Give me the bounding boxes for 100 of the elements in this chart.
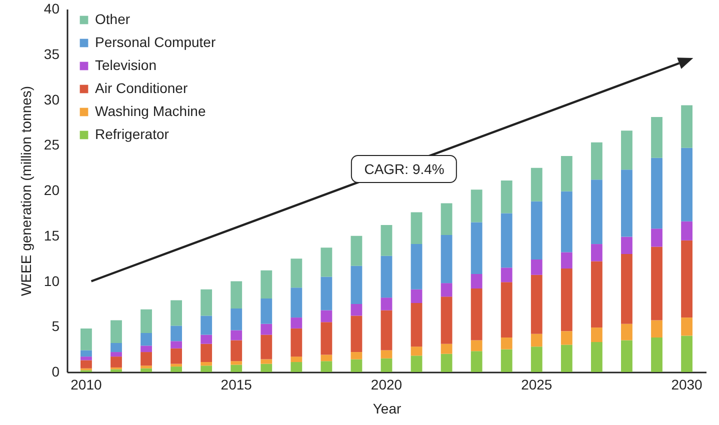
bar	[230, 340, 242, 362]
bar	[80, 356, 92, 360]
bar	[560, 268, 572, 332]
bar	[380, 358, 392, 372]
bar	[530, 201, 542, 260]
bar	[380, 310, 392, 350]
bar	[350, 236, 362, 266]
bar	[320, 248, 332, 277]
bar	[110, 356, 122, 368]
y-tick-label: 20	[44, 182, 60, 198]
bar	[470, 274, 482, 289]
bar	[440, 203, 452, 235]
bar	[681, 336, 692, 372]
y-tick-label: 0	[52, 364, 60, 380]
bar	[530, 168, 542, 202]
bar	[681, 240, 692, 318]
bar	[590, 142, 602, 180]
bar	[350, 316, 362, 352]
bar	[320, 361, 332, 372]
bar	[410, 212, 422, 244]
bar	[260, 270, 272, 298]
x-tick-label: 2015	[220, 376, 252, 392]
bar	[410, 289, 422, 304]
y-tick-label: 25	[44, 136, 60, 153]
bar	[500, 268, 512, 282]
bar	[260, 298, 272, 324]
bar	[110, 320, 122, 343]
bar	[320, 310, 332, 322]
bar	[170, 341, 182, 348]
x-tick-label: 2030	[671, 376, 703, 392]
bar	[200, 366, 212, 372]
bar	[80, 328, 92, 350]
bar	[200, 334, 212, 344]
bar	[230, 364, 242, 372]
x-axis-title: Year	[372, 400, 402, 416]
bar	[290, 318, 302, 328]
legend-label: Television	[95, 57, 156, 73]
bar	[170, 366, 182, 372]
bar	[530, 274, 542, 334]
bar	[260, 334, 272, 360]
bar	[560, 191, 572, 252]
bar	[651, 228, 662, 247]
bar	[260, 364, 272, 372]
bar	[651, 116, 662, 158]
bar	[651, 246, 662, 320]
bar	[560, 344, 572, 372]
bar	[170, 348, 182, 364]
bar	[380, 256, 392, 298]
bar	[621, 254, 632, 324]
bar	[440, 283, 452, 297]
bar	[470, 340, 482, 352]
y-tick-label: 30	[44, 91, 60, 108]
bar	[621, 170, 632, 237]
bar	[320, 322, 332, 355]
bar	[110, 352, 122, 357]
bar	[350, 304, 362, 316]
bar	[170, 300, 182, 326]
bar	[140, 309, 152, 333]
bar	[290, 258, 302, 288]
bar	[440, 296, 452, 344]
bar	[560, 331, 572, 345]
bar	[651, 320, 662, 338]
bar	[681, 221, 692, 240]
bar	[80, 360, 92, 368]
bar	[320, 276, 332, 310]
bar	[500, 213, 512, 268]
bar	[621, 130, 632, 170]
bar	[500, 180, 512, 214]
x-tick-label: 2020	[370, 376, 402, 392]
y-tick-label: 35	[44, 46, 60, 62]
bar	[651, 338, 662, 372]
bar	[651, 158, 662, 229]
bar	[230, 330, 242, 340]
bar	[140, 352, 152, 366]
bar	[110, 369, 122, 372]
bar	[470, 190, 482, 222]
bar	[590, 328, 602, 342]
bar	[681, 105, 692, 148]
bar	[681, 148, 692, 222]
bar	[500, 282, 512, 338]
bar	[410, 303, 422, 347]
bar	[470, 222, 482, 274]
bar	[290, 328, 302, 357]
bar	[200, 362, 212, 366]
bar	[440, 344, 452, 354]
annotation: CAGR: 9.4%	[351, 155, 458, 184]
legend-label: Refrigerator	[95, 126, 170, 142]
bar	[260, 359, 272, 364]
bar	[260, 324, 272, 335]
bar	[621, 340, 632, 372]
bar	[290, 356, 302, 362]
legend-label: Other	[95, 11, 130, 27]
bar	[350, 266, 362, 304]
bar	[590, 261, 602, 328]
bar	[80, 350, 92, 357]
bar	[140, 368, 152, 372]
y-tick-label: 10	[44, 272, 60, 289]
bar	[410, 244, 422, 290]
bar	[140, 346, 152, 352]
bar	[290, 362, 302, 372]
